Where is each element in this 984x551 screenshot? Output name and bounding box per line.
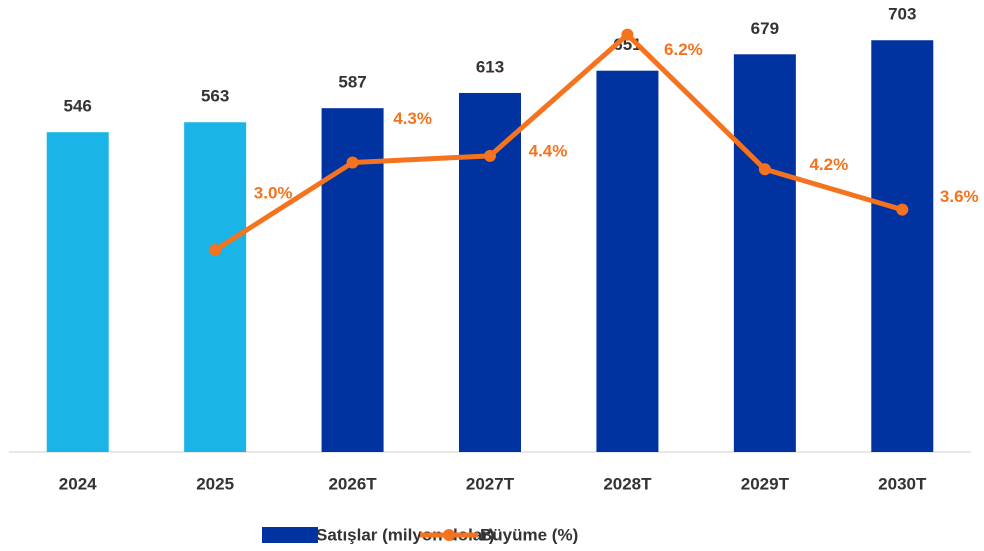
line-point — [209, 244, 222, 257]
line-point — [758, 163, 771, 176]
bar-label: 587 — [338, 73, 366, 92]
bar-label: 679 — [751, 19, 779, 38]
line-point — [484, 149, 496, 162]
bar — [46, 132, 109, 452]
bar-label: 546 — [64, 97, 92, 116]
x-tick-label: 2030T — [878, 474, 927, 493]
x-tick-label: 2026T — [328, 474, 377, 493]
line-point — [896, 203, 909, 216]
line-point — [621, 28, 634, 41]
x-tick-label: 2024 — [59, 474, 97, 493]
bar — [184, 122, 247, 452]
bar-label: 613 — [476, 57, 504, 76]
legend-swatch — [262, 527, 318, 543]
legend-marker — [443, 529, 455, 541]
legend-label: Büyüme (%) — [480, 525, 578, 544]
x-tick-label: 2028T — [603, 474, 652, 493]
line-label: 4.2% — [809, 155, 848, 174]
line-label: 3.0% — [254, 184, 293, 203]
x-tick-label: 2029T — [741, 474, 790, 493]
bar-label: 563 — [201, 87, 229, 106]
line-label: 4.4% — [529, 141, 568, 160]
bar — [596, 70, 659, 452]
line-label: 6.2% — [664, 40, 703, 59]
x-tick-label: 2025 — [196, 474, 234, 493]
bar — [459, 92, 521, 452]
line — [213, 32, 903, 253]
line-label: 3.6% — [940, 187, 979, 206]
x-tick-label: 2027T — [466, 474, 515, 493]
line-point — [346, 156, 359, 169]
line-label: 4.3% — [393, 109, 432, 128]
bar — [733, 54, 796, 453]
bar-label: 703 — [888, 5, 916, 24]
bar — [871, 40, 934, 452]
